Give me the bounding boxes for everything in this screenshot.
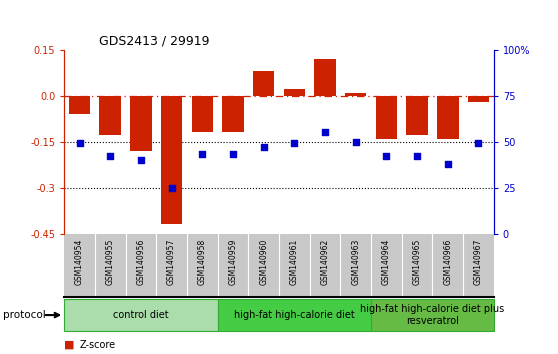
Text: GSM140966: GSM140966: [443, 239, 453, 285]
Text: high-fat high-calorie diet plus
resveratrol: high-fat high-calorie diet plus resverat…: [360, 304, 504, 326]
Bar: [376, 96, 397, 138]
Text: GSM140956: GSM140956: [136, 239, 146, 285]
Bar: [314, 59, 336, 96]
Bar: [218, 299, 371, 331]
Point: [412, 154, 421, 159]
Text: GSM140959: GSM140959: [228, 239, 238, 285]
Text: GSM140961: GSM140961: [290, 239, 299, 285]
Bar: [222, 96, 244, 132]
Text: GSM140967: GSM140967: [474, 239, 483, 285]
Text: GSM140965: GSM140965: [412, 239, 422, 285]
Point: [136, 157, 145, 163]
Text: Z-score: Z-score: [80, 340, 116, 350]
Bar: [64, 299, 218, 331]
Text: GSM140963: GSM140963: [351, 239, 360, 285]
Point: [105, 154, 115, 159]
Point: [382, 154, 391, 159]
Bar: [345, 92, 367, 96]
Point: [167, 185, 176, 190]
Bar: [99, 96, 121, 136]
Bar: [371, 299, 494, 331]
Text: GSM140957: GSM140957: [167, 239, 176, 285]
Bar: [191, 96, 213, 132]
Bar: [437, 96, 459, 138]
Point: [443, 161, 452, 166]
Text: protocol: protocol: [3, 310, 46, 320]
Text: GSM140962: GSM140962: [320, 239, 330, 285]
Text: GSM140954: GSM140954: [75, 239, 84, 285]
Point: [351, 139, 360, 144]
Point: [229, 152, 238, 157]
Text: GSM140955: GSM140955: [105, 239, 115, 285]
Point: [320, 130, 329, 135]
Text: control diet: control diet: [113, 310, 169, 320]
Text: GSM140964: GSM140964: [382, 239, 391, 285]
Bar: [253, 71, 275, 96]
Text: GDS2413 / 29919: GDS2413 / 29919: [99, 34, 209, 47]
Bar: [283, 90, 305, 96]
Point: [75, 141, 84, 146]
Text: ■: ■: [64, 340, 75, 350]
Text: GSM140958: GSM140958: [198, 239, 207, 285]
Point: [474, 141, 483, 146]
Bar: [69, 96, 90, 114]
Bar: [161, 96, 182, 224]
Bar: [468, 96, 489, 102]
Bar: [406, 96, 428, 136]
Text: GSM140960: GSM140960: [259, 239, 268, 285]
Point: [290, 141, 299, 146]
Point: [259, 144, 268, 150]
Point: [198, 152, 206, 157]
Bar: [130, 96, 152, 151]
Text: high-fat high-calorie diet: high-fat high-calorie diet: [234, 310, 355, 320]
